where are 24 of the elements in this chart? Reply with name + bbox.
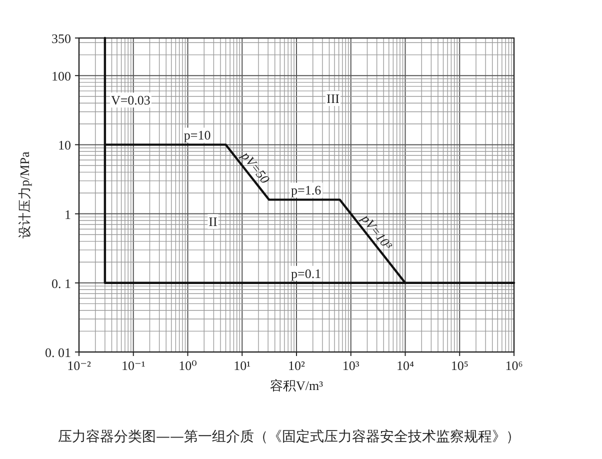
annotation: p=0.1	[291, 266, 322, 281]
annotation: p=1.6	[291, 182, 322, 198]
x-tick-label: 10⁵	[450, 358, 468, 373]
annotation: II	[208, 214, 218, 229]
y-tick-label: 0. 1	[52, 276, 71, 291]
x-tick-label: 10¹	[234, 358, 251, 373]
y-axis-title: 设计压力p/MPa	[17, 151, 32, 238]
x-axis-title: 容积V/m³	[270, 378, 324, 393]
y-tick-label: 100	[52, 68, 71, 84]
y-tick-label: 350	[52, 31, 71, 46]
x-tick-label: 10⁶	[505, 358, 523, 373]
annotation: p=10	[184, 128, 211, 143]
y-tick-label: 1	[64, 206, 71, 222]
y-tick-label: 10	[58, 138, 71, 153]
x-tick-label: 10⁻¹	[121, 358, 146, 373]
text: 压力容器分类图——第一组介质（《固定式压力容器安全技术监察规程》）	[58, 429, 520, 445]
annotation: V=0.03	[110, 92, 150, 108]
annotation: III	[326, 91, 340, 106]
x-tick-label: 10⁰	[178, 358, 197, 373]
x-tick-label: 10⁴	[396, 358, 414, 373]
x-tick-label: 10⁻²	[67, 358, 91, 373]
y-tick-label: 0. 01	[45, 345, 71, 360]
x-tick-label: 10²	[288, 358, 306, 373]
x-tick-label: 10³	[342, 358, 360, 373]
